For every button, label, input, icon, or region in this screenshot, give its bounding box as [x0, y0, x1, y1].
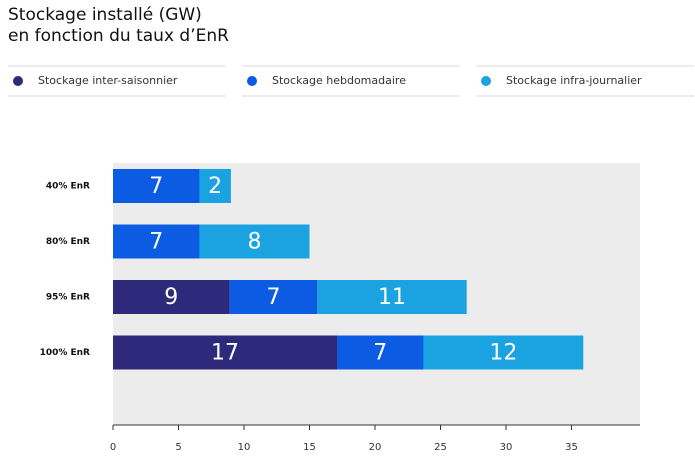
- y-tick-label: 80% EnR: [46, 237, 90, 247]
- y-tick-label: 95% EnR: [46, 293, 90, 303]
- value-label: 7: [373, 341, 387, 366]
- value-label: 9: [164, 285, 178, 310]
- bar-segment: [113, 335, 338, 370]
- value-label: 7: [149, 230, 163, 255]
- bar-segment: [113, 224, 200, 259]
- value-label: 7: [149, 174, 163, 199]
- value-label: 11: [378, 285, 406, 310]
- chart-title: en fonction du taux d’EnR: [8, 26, 229, 46]
- bar-segment: [423, 335, 584, 370]
- x-tick-label: 25: [434, 442, 447, 453]
- x-tick-label: 35: [565, 442, 578, 453]
- x-tick-label: 20: [369, 442, 382, 453]
- x-tick-label: 15: [303, 442, 316, 453]
- legend-label: Stockage inter-saisonnier: [38, 74, 178, 87]
- value-label: 17: [211, 341, 239, 366]
- bar-segment: [229, 280, 318, 314]
- chart-title: Stockage installé (GW): [8, 5, 202, 25]
- x-tick-label: 30: [500, 442, 513, 453]
- legend-marker: [481, 76, 491, 86]
- x-tick-label: 10: [238, 442, 251, 453]
- value-label: 8: [247, 230, 261, 255]
- legend-label: Stockage hebdomadaire: [272, 74, 406, 87]
- value-label: 7: [266, 285, 280, 310]
- x-tick-label: 5: [175, 442, 181, 453]
- bar-segment: [317, 280, 467, 314]
- bar-segment: [113, 280, 230, 314]
- legend-marker: [13, 76, 23, 86]
- legend-label: Stockage infra-journalier: [506, 74, 642, 87]
- bar-segment: [199, 169, 231, 203]
- bar-segment: [113, 169, 200, 203]
- value-label: 12: [489, 341, 517, 366]
- y-tick-label: 100% EnR: [40, 348, 90, 358]
- x-tick-label: 0: [110, 442, 116, 453]
- y-tick-label: 40% EnR: [46, 182, 90, 192]
- bar-segment: [199, 224, 310, 259]
- value-label: 2: [208, 174, 222, 199]
- bar-segment: [337, 335, 424, 370]
- legend-marker: [247, 76, 257, 86]
